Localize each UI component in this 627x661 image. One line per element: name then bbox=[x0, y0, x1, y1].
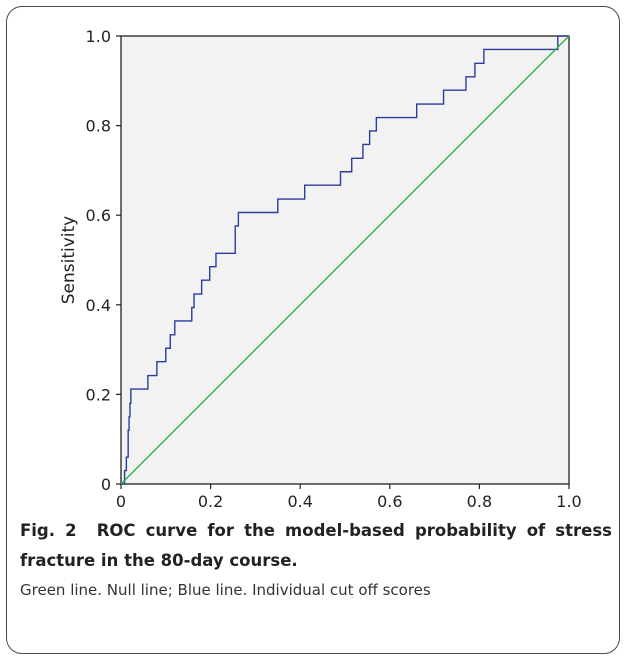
series-layer bbox=[120, 35, 570, 485]
x-tick-label: 0.6 bbox=[377, 492, 402, 510]
x-tick-label: 0.8 bbox=[467, 492, 492, 510]
y-tick-label: 0.6 bbox=[86, 206, 111, 225]
y-tick-label: 0.4 bbox=[86, 296, 111, 315]
figure-frame bbox=[6, 6, 620, 654]
y-tick-label: 1.0 bbox=[86, 27, 111, 46]
roc-chart: 00.20.40.60.81.000.20.40.60.81.0 1-speci… bbox=[59, 27, 582, 510]
y-tick-label: 0 bbox=[101, 475, 111, 494]
figure-label: Fig. 2 bbox=[20, 521, 77, 540]
y-tick-label: 0.8 bbox=[86, 117, 111, 136]
figure-caption: Fig. 2 ROC curve for the model-based pro… bbox=[20, 516, 612, 602]
caption-title: ROC curve for the model-based probabilit… bbox=[20, 521, 612, 570]
null-line bbox=[120, 35, 570, 485]
y-axis-title: Sensitivity bbox=[59, 216, 79, 305]
x-tick-label: 1.0 bbox=[556, 492, 581, 510]
x-tick-label: 0 bbox=[116, 492, 126, 510]
caption-title-block: Fig. 2 ROC curve for the model-based pro… bbox=[20, 516, 612, 576]
y-tick-label: 0.2 bbox=[86, 385, 111, 404]
x-tick-label: 0.2 bbox=[198, 492, 223, 510]
ticks-layer: 0 0.2 0.4 0.6 0.8 1.0 0 0.2 0.4 0.6 0.8 1.0 bbox=[86, 27, 582, 510]
x-tick-label: 0.4 bbox=[287, 492, 312, 510]
caption-note: Green line. Null line; Blue line. Indivi… bbox=[20, 581, 431, 599]
roc-curve-line bbox=[121, 35, 569, 485]
